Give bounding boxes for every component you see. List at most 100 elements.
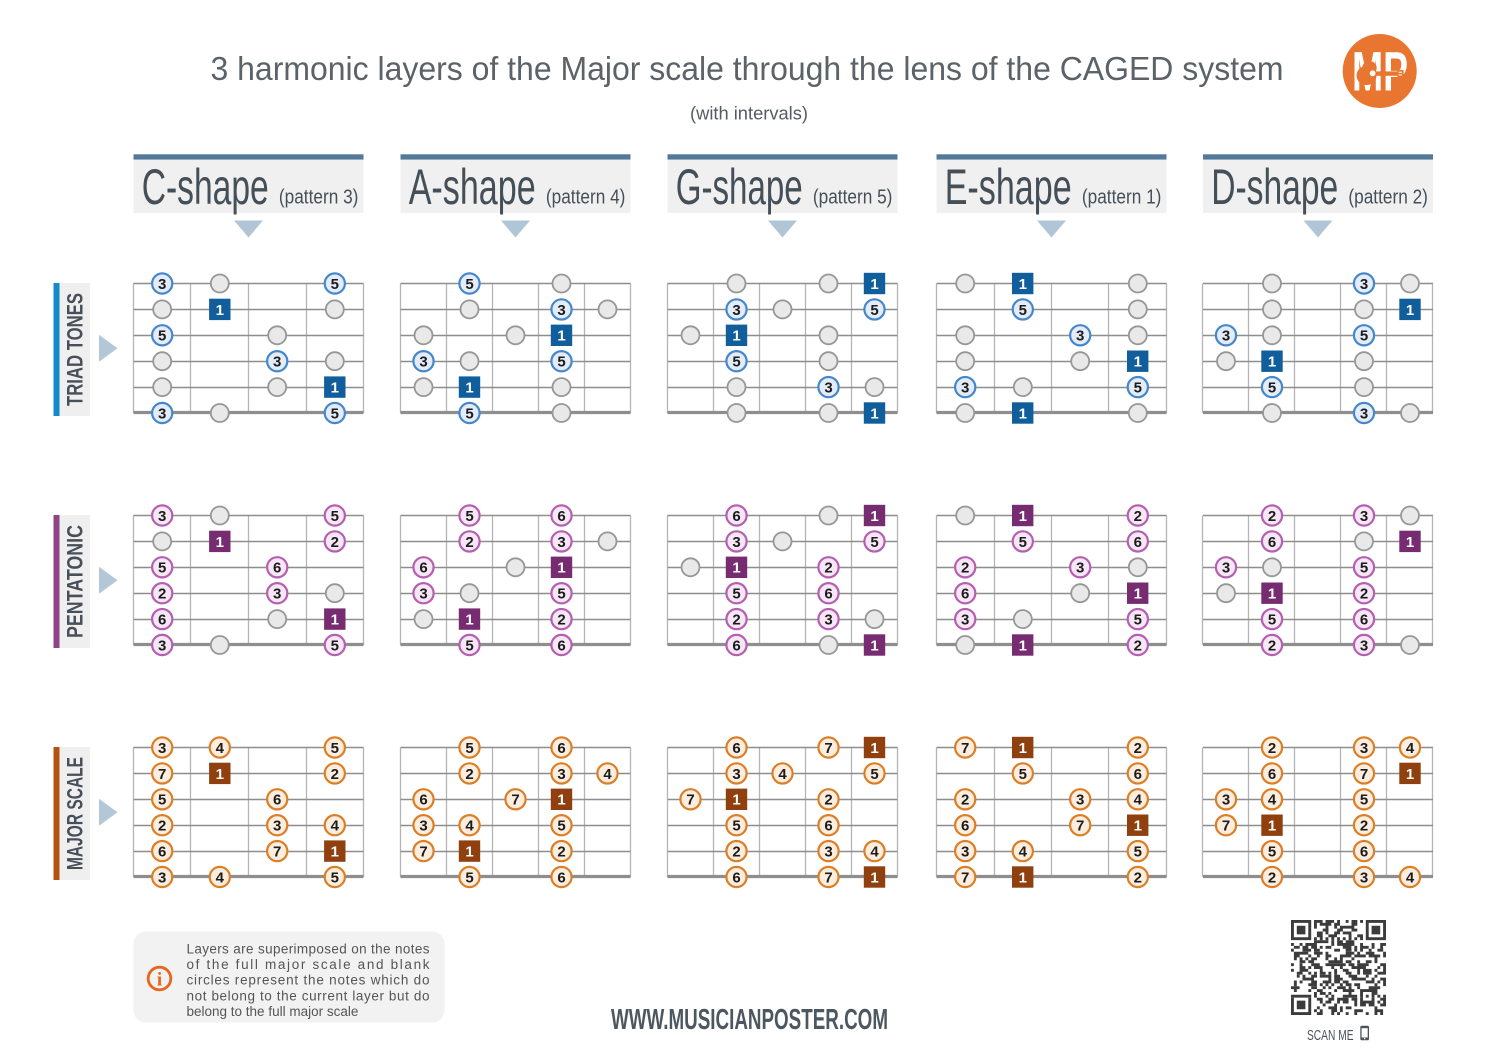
svg-text:3: 3 xyxy=(158,508,166,525)
svg-text:5: 5 xyxy=(557,818,565,835)
svg-text:3: 3 xyxy=(273,818,281,835)
svg-text:3: 3 xyxy=(1076,792,1084,809)
svg-text:1: 1 xyxy=(557,792,565,809)
svg-text:(pattern 5): (pattern 5) xyxy=(813,186,893,209)
svg-text:2: 2 xyxy=(557,612,565,629)
svg-text:1: 1 xyxy=(465,844,473,861)
svg-text:A-shape: A-shape xyxy=(409,158,536,215)
svg-text:3: 3 xyxy=(557,534,565,551)
svg-text:3: 3 xyxy=(158,276,166,293)
svg-text:3: 3 xyxy=(1360,276,1368,293)
svg-text:1: 1 xyxy=(1019,869,1027,886)
svg-text:2: 2 xyxy=(1268,869,1276,886)
svg-text:2: 2 xyxy=(824,792,832,809)
svg-text:4: 4 xyxy=(1134,792,1143,809)
svg-text:5: 5 xyxy=(465,740,473,757)
svg-text:1: 1 xyxy=(732,792,740,809)
svg-text:6: 6 xyxy=(273,560,281,577)
svg-text:5: 5 xyxy=(557,354,565,371)
svg-text:5: 5 xyxy=(732,586,740,603)
svg-text:6: 6 xyxy=(557,869,565,886)
svg-text:(pattern 2): (pattern 2) xyxy=(1348,186,1428,209)
svg-text:7: 7 xyxy=(511,792,519,809)
svg-text:6: 6 xyxy=(557,740,565,757)
svg-text:1: 1 xyxy=(732,560,740,577)
svg-text:1: 1 xyxy=(732,328,740,345)
svg-text:1: 1 xyxy=(557,328,565,345)
svg-text:4: 4 xyxy=(1406,740,1415,757)
svg-text:1: 1 xyxy=(1268,586,1276,603)
svg-text:3: 3 xyxy=(1360,869,1368,886)
svg-text:2: 2 xyxy=(1268,637,1276,654)
svg-text:3: 3 xyxy=(419,586,427,603)
svg-text:1: 1 xyxy=(1019,637,1027,654)
svg-text:7: 7 xyxy=(1222,818,1230,835)
svg-text:2: 2 xyxy=(732,844,740,861)
svg-text:3: 3 xyxy=(824,844,832,861)
svg-text:2: 2 xyxy=(158,586,166,603)
svg-text:C-shape: C-shape xyxy=(142,158,269,215)
svg-text:3: 3 xyxy=(961,612,969,629)
svg-text:3: 3 xyxy=(732,766,740,783)
svg-text:6: 6 xyxy=(732,740,740,757)
svg-text:MAJOR SCALE: MAJOR SCALE xyxy=(63,757,88,870)
svg-text:(pattern 1): (pattern 1) xyxy=(1082,186,1162,209)
svg-text:D-shape: D-shape xyxy=(1211,158,1338,215)
svg-text:1: 1 xyxy=(331,844,339,861)
svg-text:6: 6 xyxy=(419,560,427,577)
svg-text:3: 3 xyxy=(158,869,166,886)
svg-text:4: 4 xyxy=(1019,844,1028,861)
svg-text:6: 6 xyxy=(557,508,565,525)
svg-text:5: 5 xyxy=(1268,380,1276,397)
svg-text:not belong to the current laye: not belong to the current layer but do xyxy=(187,988,430,1003)
svg-text:SCAN ME: SCAN ME xyxy=(1307,1027,1354,1044)
svg-text:2: 2 xyxy=(1134,740,1142,757)
svg-text:6: 6 xyxy=(732,508,740,525)
svg-text:3: 3 xyxy=(273,586,281,603)
svg-text:5: 5 xyxy=(331,405,339,422)
svg-text:5: 5 xyxy=(465,276,473,293)
svg-text:6: 6 xyxy=(961,818,969,835)
svg-text:2: 2 xyxy=(557,844,565,861)
svg-text:5: 5 xyxy=(465,508,473,525)
svg-text:6: 6 xyxy=(824,586,832,603)
svg-text:3: 3 xyxy=(419,818,427,835)
svg-text:1: 1 xyxy=(1134,586,1142,603)
svg-text:5: 5 xyxy=(1268,844,1276,861)
svg-text:1: 1 xyxy=(331,380,339,397)
svg-text:6: 6 xyxy=(1360,844,1368,861)
svg-text:5: 5 xyxy=(465,637,473,654)
svg-text:5: 5 xyxy=(465,869,473,886)
svg-text:4: 4 xyxy=(870,844,879,861)
svg-text:5: 5 xyxy=(465,405,473,422)
svg-text:6: 6 xyxy=(732,869,740,886)
svg-text:2: 2 xyxy=(331,766,339,783)
svg-text:3: 3 xyxy=(1222,792,1230,809)
svg-text:1: 1 xyxy=(1406,302,1414,319)
svg-text:1: 1 xyxy=(331,612,339,629)
svg-text:5: 5 xyxy=(331,276,339,293)
svg-text:2: 2 xyxy=(1268,508,1276,525)
svg-text:7: 7 xyxy=(824,869,832,886)
svg-text:3: 3 xyxy=(1360,405,1368,422)
svg-text:3: 3 xyxy=(158,740,166,757)
svg-text:5: 5 xyxy=(331,740,339,757)
svg-text:7: 7 xyxy=(961,869,969,886)
svg-text:3: 3 xyxy=(1076,328,1084,345)
svg-text:1: 1 xyxy=(1134,818,1142,835)
svg-text:7: 7 xyxy=(419,844,427,861)
svg-text:WWW.MUSICIANPOSTER.COM: WWW.MUSICIANPOSTER.COM xyxy=(611,1004,888,1036)
svg-text:1: 1 xyxy=(1406,534,1414,551)
svg-text:4: 4 xyxy=(216,869,225,886)
svg-text:2: 2 xyxy=(1360,818,1368,835)
svg-text:3: 3 xyxy=(1222,560,1230,577)
svg-text:5: 5 xyxy=(870,302,878,319)
svg-text:3 harmonic layers of the Major: 3 harmonic layers of the Major scale thr… xyxy=(211,51,1284,88)
svg-text:1: 1 xyxy=(1019,405,1027,422)
svg-text:of the full major scale and bl: of the full major scale and blank xyxy=(187,957,430,972)
svg-text:7: 7 xyxy=(158,766,166,783)
svg-text:2: 2 xyxy=(1134,869,1142,886)
svg-text:3: 3 xyxy=(1360,637,1368,654)
svg-text:7: 7 xyxy=(1360,766,1368,783)
svg-text:4: 4 xyxy=(465,818,474,835)
